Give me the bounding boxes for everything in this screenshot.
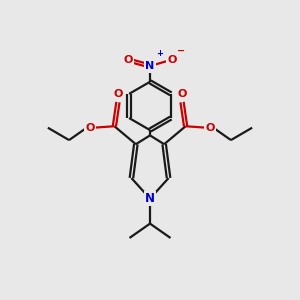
Text: O: O (123, 55, 133, 65)
Text: N: N (146, 61, 154, 71)
Text: O: O (113, 88, 123, 99)
Text: O: O (167, 55, 177, 65)
Text: O: O (85, 123, 95, 133)
Text: O: O (177, 88, 187, 99)
Text: +: + (157, 49, 164, 58)
Text: O: O (205, 123, 214, 133)
Text: −: − (177, 46, 185, 56)
Text: N: N (145, 192, 155, 205)
